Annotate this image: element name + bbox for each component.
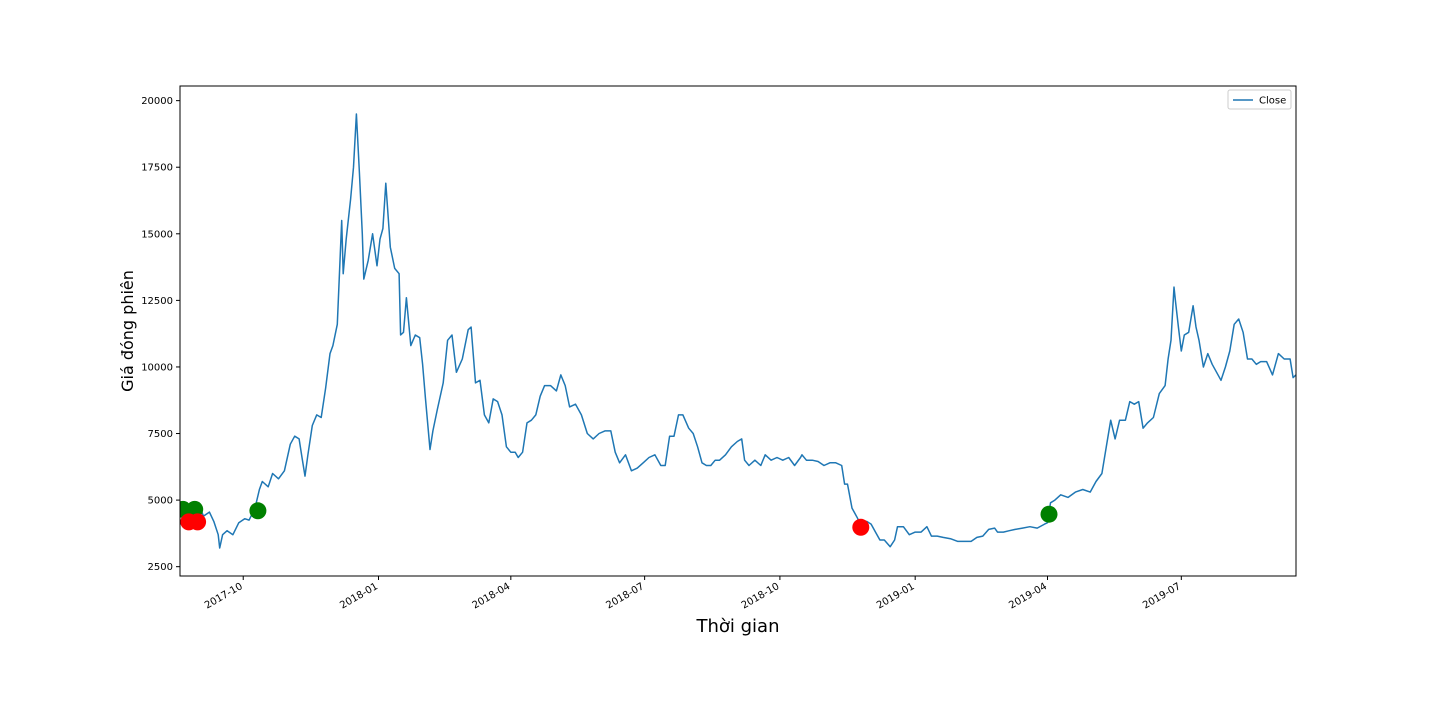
series-line-close [180,113,1296,549]
y-tick-label-5: 15000 [141,229,173,240]
x-tick-label-6: 2019-04 [1007,581,1049,611]
x-axis-title: Thời gian [695,616,779,637]
x-tick-label-3: 2018-07 [604,581,646,611]
x-tick-label-5: 2019-01 [875,581,917,611]
x-tick-label-1: 2018-01 [338,581,380,611]
x-tick-label-7: 2019-07 [1141,581,1183,611]
sell-marker-5 [852,518,870,536]
y-axis: 2500 5000 7500 10000 12500 15000 17500 20000 [141,96,180,573]
series-layer [180,113,1296,549]
buy-marker-4 [249,502,267,520]
plot-frame [179,85,1297,577]
legend-box [1227,89,1292,110]
marker-layer [180,500,1058,536]
y-tick-label-1: 5000 [148,496,173,507]
y-tick-label-7: 20000 [141,96,173,107]
y-tick-label-2: 7500 [148,429,173,440]
y-axis-title: Giá đóng phiên [118,270,137,392]
legend-entry-close: Close [1259,96,1286,107]
y-tick-label-6: 17500 [141,163,173,174]
y-tick-label-3: 10000 [141,362,173,373]
x-axis: 2017-10 2018-01 2018-04 2018-07 2018-10 2019-… [203,576,1183,611]
sell-marker-3 [189,513,207,531]
y-tick-label-0: 2500 [148,562,173,573]
x-tick-label-0: 2017-10 [203,581,245,611]
plot-area [180,113,1296,549]
x-tick-label-4: 2018-10 [740,581,782,611]
x-tick-label-2: 2018-04 [471,581,513,611]
legend: Close [1227,89,1292,110]
buy-marker-6 [1040,505,1058,523]
y-tick-label-4: 12500 [141,296,173,307]
